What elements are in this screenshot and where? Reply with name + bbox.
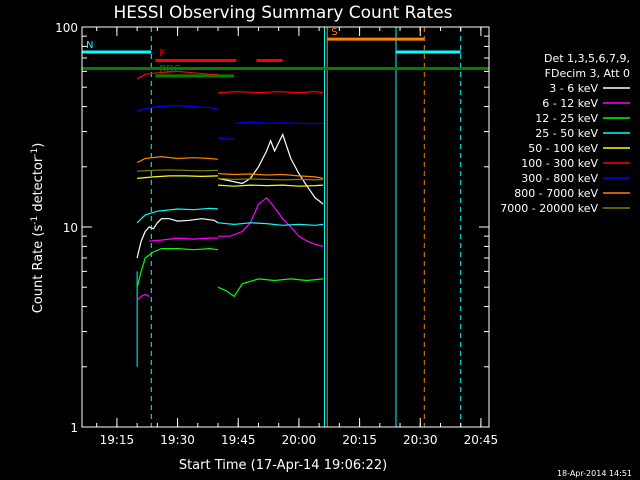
series-line xyxy=(234,121,324,125)
x-tick-label: 19:30 xyxy=(160,433,195,447)
legend-entry-label: 800 - 7000 keV xyxy=(514,187,598,200)
x-tick-label: 19:15 xyxy=(100,433,135,447)
legend-entry-label: 6 - 12 keV xyxy=(542,97,598,110)
legend-entry-label: 25 - 50 keV xyxy=(535,127,598,140)
series-line xyxy=(217,173,324,179)
flag-label: F xyxy=(159,48,165,59)
y-axis-label: Count Rate (s-1 detector-1) xyxy=(30,143,46,314)
series-line xyxy=(217,137,235,140)
x-tick-label: 20:15 xyxy=(342,433,377,447)
series-line xyxy=(136,247,219,288)
x-tick-label: 19:45 xyxy=(221,433,256,447)
legend: Det 1,3,5,6,7,9, FDecim 3, Att 0 3 - 6 k… xyxy=(500,52,630,215)
series-line xyxy=(217,91,324,94)
legend-entry-label: 300 - 800 keV xyxy=(521,172,598,185)
legend-entry-label: 50 - 100 keV xyxy=(528,142,598,155)
series-line xyxy=(217,184,324,187)
legend-entry-label: 100 - 300 keV xyxy=(521,157,598,170)
series-line xyxy=(217,177,324,181)
x-tick-label: 20:45 xyxy=(464,433,499,447)
x-tick-label: 20:00 xyxy=(282,433,317,447)
series-line xyxy=(149,237,218,242)
series-line xyxy=(136,218,219,259)
legend-entry-label: 7000 - 20000 keV xyxy=(500,202,598,215)
series-line xyxy=(217,222,324,226)
y-tick-label: 1 xyxy=(70,421,78,435)
axes: 19:15 19:30 19:45 20:00 20:15 20:30 20:45 1 10 10… xyxy=(55,21,498,447)
x-axis-label: Start Time (17-Apr-14 19:06:22) xyxy=(179,458,387,473)
series-line xyxy=(136,155,219,164)
legend-header-line-2: FDecim 3, Att 0 xyxy=(545,67,630,80)
flag-label: S xyxy=(331,27,337,38)
series-line xyxy=(136,104,219,112)
series-line xyxy=(217,132,324,205)
series-line xyxy=(136,293,150,301)
legend-entry-label: 3 - 6 keV xyxy=(549,82,598,95)
legend-entry-label: 12 - 25 keV xyxy=(535,112,598,125)
chart-title: HESSI Observing Summary Count Rates xyxy=(113,3,452,23)
footer-timestamp: 18-Apr-2014 14:51 xyxy=(557,469,632,478)
y-tick-label: 100 xyxy=(55,21,78,35)
series-line xyxy=(136,70,218,80)
y-tick-label: 10 xyxy=(63,221,78,235)
series-line xyxy=(218,196,324,247)
series-line xyxy=(136,207,219,224)
series-line xyxy=(217,278,324,298)
legend-header-line-1: Det 1,3,5,6,7,9, xyxy=(544,52,630,65)
x-tick-label: 20:30 xyxy=(403,433,438,447)
series-line xyxy=(137,175,219,179)
series-line xyxy=(137,169,219,172)
plot-area: NSFRDC xyxy=(81,27,489,427)
flag-label: N xyxy=(86,40,93,51)
